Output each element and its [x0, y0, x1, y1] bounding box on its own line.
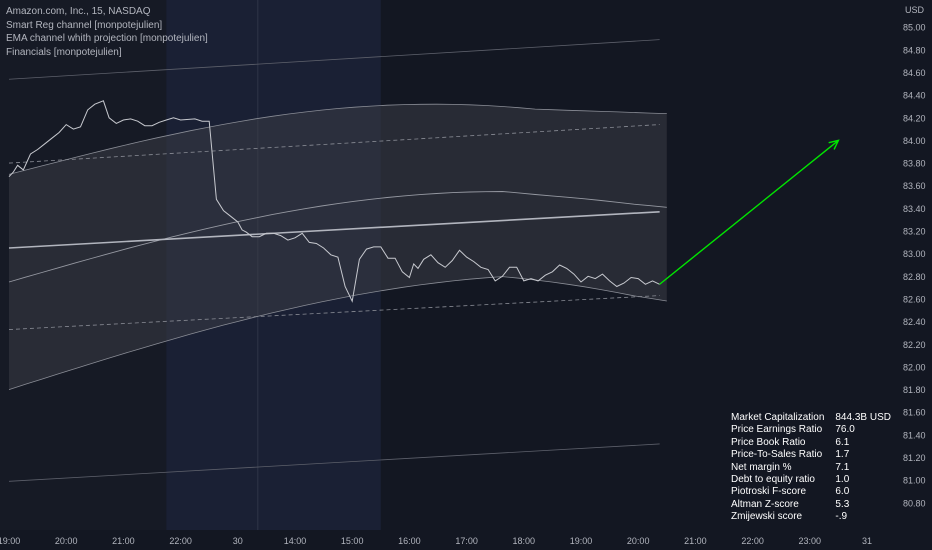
y-tick-label: 81.00 — [903, 476, 926, 486]
financials-row: Debt to equity ratio 1.0 — [728, 474, 894, 486]
x-tick-label: 19:00 — [0, 536, 20, 546]
financials-row: Altman Z-score 5.3 — [728, 499, 894, 511]
x-tick-label: 20:00 — [627, 536, 650, 546]
financials-value: 7.1 — [835, 461, 850, 473]
x-tick-label: 17:00 — [455, 536, 478, 546]
indicator-ema-channel[interactable]: EMA channel whith projection [monpotejul… — [6, 33, 208, 44]
financials-value: 6.1 — [835, 436, 850, 448]
y-tick-label: 82.80 — [903, 272, 926, 282]
financials-value: 6.0 — [835, 486, 850, 498]
financials-value: 76.0 — [835, 424, 855, 436]
y-tick-label: 80.80 — [903, 498, 926, 508]
projection-arrow-shaft — [659, 139, 839, 285]
financials-value: 1.0 — [835, 474, 850, 486]
y-tick-label: 81.40 — [903, 430, 926, 440]
financials-row: Net margin % 7.1 — [728, 462, 894, 474]
x-tick-label: 18:00 — [513, 536, 536, 546]
y-tick-label: 84.20 — [903, 113, 926, 123]
outer-band-lower — [8, 443, 660, 482]
x-tick-label: 30 — [233, 536, 243, 546]
price-line-layer — [8, 100, 840, 303]
y-tick-label: 84.80 — [903, 45, 926, 55]
time-axis[interactable]: 19:00 20:00 21:00 22:00 30 14:00 15:00 16:00 17:… — [0, 530, 932, 550]
price-axis[interactable]: USD 85.00 84.80 84.60 84.40 84.20 84.00 83.80 83… — [898, 0, 932, 550]
financials-row: Price Earnings Ratio 76.0 — [728, 424, 894, 436]
y-tick-label: 83.60 — [903, 181, 926, 191]
price-axis-background — [898, 0, 932, 550]
y-tick-label: 82.20 — [903, 340, 926, 350]
financials-label: Price-To-Sales Ratio — [731, 449, 823, 461]
x-tick-label: 21:00 — [684, 536, 707, 546]
x-tick-label: 23:00 — [799, 536, 822, 546]
chart-legend: Amazon.com, Inc., 15, NASDAQ Smart Reg c… — [6, 5, 208, 59]
price-series-line — [8, 100, 660, 303]
y-tick-label: 84.00 — [903, 136, 926, 146]
x-tick-label: 21:00 — [112, 536, 135, 546]
indicator-financials[interactable]: Financials [monpotejulien] — [6, 46, 122, 58]
y-tick-label: 83.80 — [903, 159, 926, 169]
financials-value: 1.7 — [835, 449, 850, 461]
y-tick-label: 84.40 — [903, 91, 926, 101]
financials-label: Net margin % — [731, 461, 792, 473]
projection-arrowhead — [828, 139, 840, 150]
ema-channel-fill — [9, 104, 667, 390]
y-tick-label: 85.00 — [903, 23, 926, 33]
regression-line — [8, 210, 660, 249]
x-tick-label: 15:00 — [341, 536, 364, 546]
y-tick-label: 81.20 — [903, 453, 926, 463]
symbol-title[interactable]: Amazon.com, Inc., 15, NASDAQ — [6, 6, 151, 17]
indicator-smart-reg-channel[interactable]: Smart Reg channel [monpotejulien] — [6, 19, 163, 31]
y-tick-label: 82.00 — [903, 362, 926, 372]
financials-label: Market Capitalization — [731, 412, 825, 423]
y-tick-label: 82.60 — [903, 294, 926, 304]
x-tick-label: 14:00 — [284, 536, 307, 546]
y-tick-label: 84.60 — [903, 68, 926, 78]
financials-label: Altman Z-score — [731, 498, 799, 510]
dashed-channel-lower — [8, 295, 660, 330]
financials-label: Piotroski F-score — [731, 486, 807, 498]
financials-row: Zmijewski score -.9 — [728, 511, 894, 523]
y-tick-label: 83.40 — [903, 204, 926, 214]
x-tick-label: 22:00 — [169, 536, 192, 546]
financials-value: -.9 — [835, 511, 848, 523]
x-tick-label: 22:00 — [741, 536, 764, 546]
outer-band-upper — [8, 39, 660, 80]
financials-label: Price Earnings Ratio — [731, 424, 823, 436]
financials-label: Debt to equity ratio — [731, 474, 815, 486]
financials-label: Price Book Ratio — [731, 436, 806, 448]
ema-channel-bands — [8, 39, 667, 482]
financials-row: Market Capitalization 844.3B USD — [728, 412, 894, 424]
dashed-channel-upper — [8, 124, 660, 164]
x-tick-label: 20:00 — [55, 536, 78, 546]
time-axis-background — [0, 530, 932, 550]
y-tick-label: 81.60 — [903, 408, 926, 418]
financials-table: Market Capitalization 844.3B USD Price Ear… — [728, 412, 894, 524]
x-tick-label: 31 — [862, 536, 872, 546]
financials-value: 5.3 — [835, 498, 850, 510]
y-tick-label: 81.80 — [903, 385, 926, 395]
financials-value: 844.3B USD — [835, 412, 891, 423]
ema-channel-mid — [8, 191, 667, 283]
financials-row: Price-To-Sales Ratio 1.7 — [728, 449, 894, 461]
y-tick-label: 83.20 — [903, 227, 926, 237]
y-tick-label: 82.40 — [903, 317, 926, 327]
y-tick-label: 83.00 — [903, 249, 926, 259]
financials-row: Piotroski F-score 6.0 — [728, 486, 894, 498]
financials-label: Zmijewski score — [731, 511, 803, 523]
ema-channel-lower — [8, 276, 667, 390]
x-tick-label: 16:00 — [398, 536, 421, 546]
ema-channel-upper — [8, 103, 667, 175]
x-tick-label: 19:00 — [570, 536, 593, 546]
currency-label: USD — [905, 5, 925, 15]
financials-row: Price Book Ratio 6.1 — [728, 437, 894, 449]
